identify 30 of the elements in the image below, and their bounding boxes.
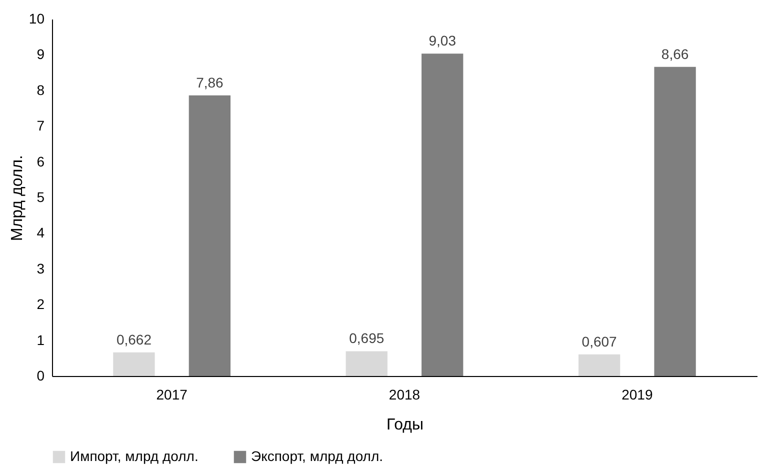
bar xyxy=(346,351,388,376)
y-tick-label: 10 xyxy=(28,10,45,26)
bar xyxy=(188,95,231,376)
y-tick-label: 0 xyxy=(36,368,45,384)
x-tick-label: 2017 xyxy=(156,386,188,402)
legend-label: Импорт, млрд долл. xyxy=(70,448,198,464)
data-label: 0,607 xyxy=(582,333,618,350)
bar xyxy=(578,354,620,376)
y-tick-label: 4 xyxy=(36,224,45,241)
data-label: 0,695 xyxy=(349,330,384,346)
bar xyxy=(654,66,696,376)
y-tick-label: 3 xyxy=(36,260,45,276)
data-label: 8,66 xyxy=(661,46,689,62)
x-tick-label: 2018 xyxy=(388,386,420,402)
data-label: 7,86 xyxy=(196,74,224,90)
y-tick-label: 2 xyxy=(36,296,45,312)
x-tick-label: 2019 xyxy=(622,386,653,402)
y-tick-label: 5 xyxy=(36,189,45,205)
y-tick-label: 6 xyxy=(36,153,45,170)
y-tick-label: 1 xyxy=(36,332,45,348)
y-tick-label: 7 xyxy=(36,118,45,134)
data-label: 0,662 xyxy=(116,331,152,348)
bar xyxy=(113,352,155,376)
data-label: 9,03 xyxy=(428,32,456,49)
x-axis-title: Годы xyxy=(386,416,424,434)
y-axis-title: Млрд долл. xyxy=(8,155,26,241)
bar xyxy=(422,54,464,376)
y-tick-label: 9 xyxy=(36,46,45,62)
legend-label: Экспорт, млрд долл. xyxy=(251,448,384,464)
y-tick-label: 8 xyxy=(36,82,45,98)
